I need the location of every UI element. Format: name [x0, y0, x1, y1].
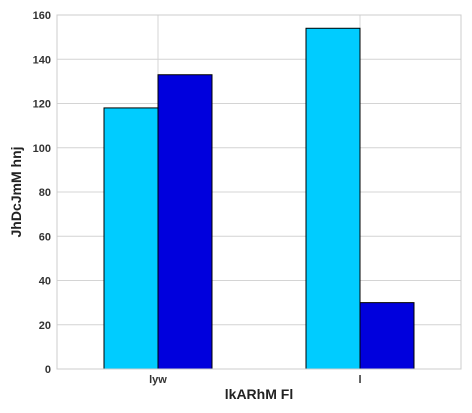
bars — [103, 27, 415, 370]
plot-frame — [56, 14, 462, 370]
y-tick-label: 160 — [33, 10, 51, 22]
y-tick-label: 100 — [33, 143, 51, 155]
bar-1-l — [305, 27, 361, 370]
y-tick-label: 60 — [39, 231, 51, 243]
bar-1-lyw — [103, 107, 159, 370]
x-axis-title: lkARhM Fl — [225, 386, 293, 402]
bar-2-lyw — [157, 74, 213, 370]
x-axis-ticks: lyw l — [149, 374, 361, 386]
x-tick-label: l — [358, 374, 361, 386]
x-tick-label: lyw — [149, 374, 167, 386]
y-tick-label: 40 — [39, 276, 51, 288]
y-axis-title: JhDcJmM hnj — [8, 146, 24, 237]
y-tick-label: 120 — [33, 99, 51, 111]
y-axis-ticks: 0 20 40 60 80 100 120 140 160 — [33, 10, 51, 376]
bar-2-l — [359, 302, 415, 370]
y-tick-label: 80 — [39, 187, 51, 199]
y-tick-label: 20 — [39, 320, 51, 332]
y-tick-label: 0 — [45, 364, 51, 376]
y-tick-label: 140 — [33, 54, 51, 66]
